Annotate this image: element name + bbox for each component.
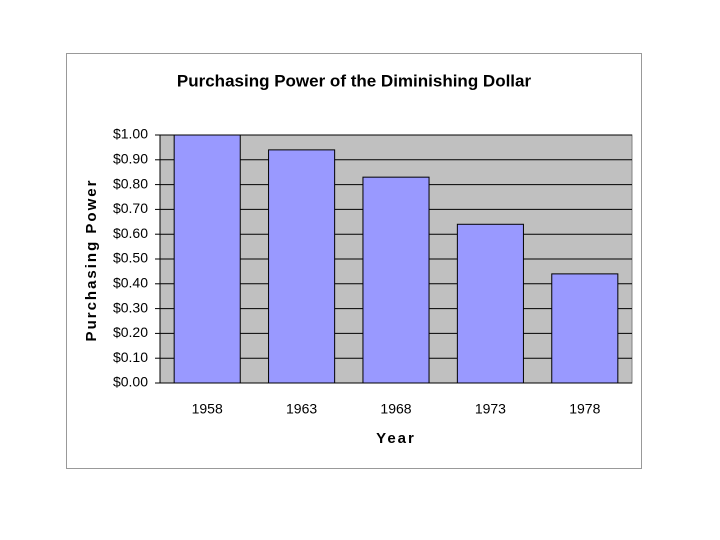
- chart-title: Purchasing Power of the Diminishing Doll…: [177, 71, 532, 90]
- y-tick-label: $0.10: [113, 349, 148, 365]
- x-tick-label: 1968: [380, 401, 411, 417]
- y-tick-label: $0.90: [113, 151, 148, 167]
- y-axis-title: Purchasing Power: [83, 179, 100, 342]
- x-tick-label: 1963: [286, 401, 317, 417]
- y-tick-label: $0.80: [113, 175, 148, 191]
- bar: [362, 176, 430, 384]
- y-tick-label: $0.60: [113, 225, 148, 241]
- y-tick-label: $1.00: [113, 126, 148, 142]
- y-tick-label: $0.00: [113, 374, 148, 390]
- bar: [551, 273, 619, 384]
- bar: [268, 149, 336, 384]
- x-tick-label: 1958: [192, 401, 223, 417]
- x-axis-title: Year: [376, 430, 416, 447]
- x-tick-label: 1978: [569, 401, 600, 417]
- y-tick-label: $0.40: [113, 275, 148, 291]
- y-tick-label: $0.30: [113, 299, 148, 315]
- x-tick-label: 1973: [475, 401, 506, 417]
- y-tick-label: $0.70: [113, 200, 148, 216]
- y-tick-label: $0.50: [113, 250, 148, 266]
- y-tick-label: $0.20: [113, 324, 148, 340]
- bar: [173, 134, 241, 384]
- bar: [456, 223, 524, 384]
